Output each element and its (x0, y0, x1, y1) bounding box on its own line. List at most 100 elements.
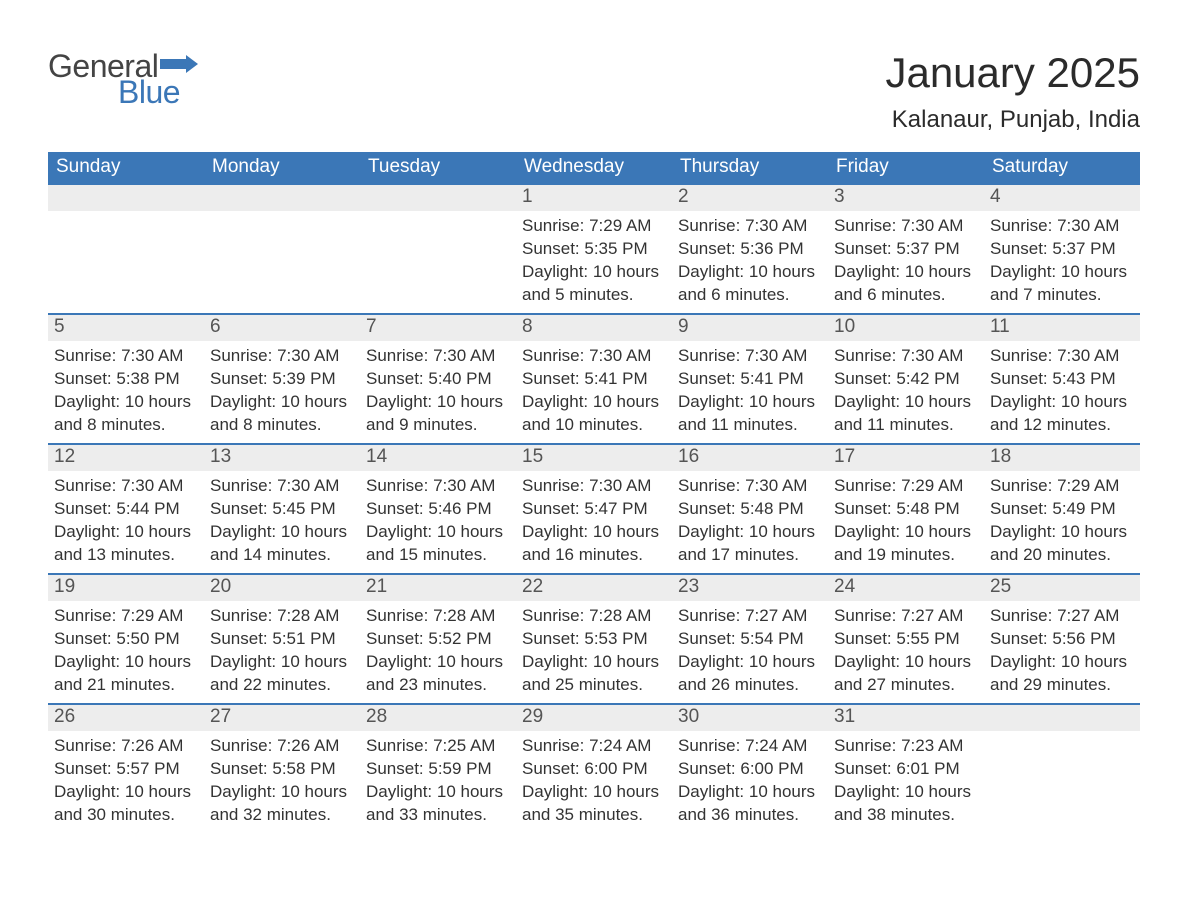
sunrise-line: Sunrise: 7:24 AM (678, 736, 807, 755)
sunrise-line: Sunrise: 7:25 AM (366, 736, 495, 755)
calendar-cell (360, 184, 516, 314)
day-details: Sunrise: 7:30 AMSunset: 5:42 PMDaylight:… (828, 341, 984, 443)
calendar-cell: 21Sunrise: 7:28 AMSunset: 5:52 PMDayligh… (360, 574, 516, 704)
day-number: 28 (360, 705, 516, 731)
sunset-line: Sunset: 6:00 PM (522, 759, 648, 778)
calendar-cell: 29Sunrise: 7:24 AMSunset: 6:00 PMDayligh… (516, 704, 672, 834)
sunset-line: Sunset: 6:00 PM (678, 759, 804, 778)
sunrise-line: Sunrise: 7:30 AM (990, 216, 1119, 235)
sunrise-line: Sunrise: 7:30 AM (834, 346, 963, 365)
daylight-line: Daylight: 10 hours and 30 minutes. (54, 782, 191, 824)
day-number: 14 (360, 445, 516, 471)
day-header: Tuesday (360, 152, 516, 184)
calendar-week-row: 26Sunrise: 7:26 AMSunset: 5:57 PMDayligh… (48, 704, 1140, 834)
day-header: Saturday (984, 152, 1140, 184)
daylight-line: Daylight: 10 hours and 23 minutes. (366, 652, 503, 694)
day-number: 9 (672, 315, 828, 341)
day-number: 29 (516, 705, 672, 731)
title-block: January 2025 Kalanaur, Punjab, India (885, 50, 1140, 134)
calendar-table: Sunday Monday Tuesday Wednesday Thursday… (48, 152, 1140, 834)
sunset-line: Sunset: 5:48 PM (834, 499, 960, 518)
day-details: Sunrise: 7:30 AMSunset: 5:45 PMDaylight:… (204, 471, 360, 573)
sunrise-line: Sunrise: 7:28 AM (366, 606, 495, 625)
sunset-line: Sunset: 5:57 PM (54, 759, 180, 778)
calendar-cell (984, 704, 1140, 834)
daylight-line: Daylight: 10 hours and 20 minutes. (990, 522, 1127, 564)
day-details: Sunrise: 7:24 AMSunset: 6:00 PMDaylight:… (516, 731, 672, 833)
calendar-cell: 9Sunrise: 7:30 AMSunset: 5:41 PMDaylight… (672, 314, 828, 444)
daylight-line: Daylight: 10 hours and 16 minutes. (522, 522, 659, 564)
day-header: Thursday (672, 152, 828, 184)
day-header: Wednesday (516, 152, 672, 184)
calendar-cell: 16Sunrise: 7:30 AMSunset: 5:48 PMDayligh… (672, 444, 828, 574)
calendar-cell: 6Sunrise: 7:30 AMSunset: 5:39 PMDaylight… (204, 314, 360, 444)
calendar-cell: 1 Sunrise: 7:29 AM Sunset: 5:35 PM Daylight… (516, 184, 672, 314)
calendar-cell: 18Sunrise: 7:29 AMSunset: 5:49 PMDayligh… (984, 444, 1140, 574)
calendar-cell: 11Sunrise: 7:30 AMSunset: 5:43 PMDayligh… (984, 314, 1140, 444)
sunset-line: Sunset: 5:38 PM (54, 369, 180, 388)
sunrise-line: Sunrise: 7:30 AM (210, 346, 339, 365)
sunset-line: Sunset: 5:51 PM (210, 629, 336, 648)
day-number: 1 (516, 185, 672, 211)
day-number (360, 185, 516, 211)
daylight-line: Daylight: 10 hours and 6 minutes. (834, 262, 971, 304)
sunrise-line: Sunrise: 7:29 AM (522, 216, 651, 235)
sunrise-line: Sunrise: 7:27 AM (678, 606, 807, 625)
daylight-line: Daylight: 10 hours and 14 minutes. (210, 522, 347, 564)
sunrise-line: Sunrise: 7:30 AM (990, 346, 1119, 365)
calendar-week-row: 1 Sunrise: 7:29 AM Sunset: 5:35 PM Daylight… (48, 184, 1140, 314)
day-details: Sunrise: 7:30 AMSunset: 5:41 PMDaylight:… (516, 341, 672, 443)
sunrise-line: Sunrise: 7:30 AM (678, 216, 807, 235)
calendar-cell: 3 Sunrise: 7:30 AM Sunset: 5:37 PM Daylight… (828, 184, 984, 314)
day-number: 30 (672, 705, 828, 731)
day-number: 23 (672, 575, 828, 601)
sunrise-line: Sunrise: 7:30 AM (834, 216, 963, 235)
day-number: 10 (828, 315, 984, 341)
page-header: General Blue January 2025 Kalanaur, Punj… (48, 50, 1140, 134)
day-number (204, 185, 360, 211)
day-details: Sunrise: 7:25 AMSunset: 5:59 PMDaylight:… (360, 731, 516, 833)
sunrise-line: Sunrise: 7:30 AM (54, 476, 183, 495)
calendar-cell: 26Sunrise: 7:26 AMSunset: 5:57 PMDayligh… (48, 704, 204, 834)
daylight-line: Daylight: 10 hours and 5 minutes. (522, 262, 659, 304)
sunset-line: Sunset: 5:37 PM (834, 239, 960, 258)
sunrise-line: Sunrise: 7:27 AM (834, 606, 963, 625)
day-number: 2 (672, 185, 828, 211)
sunset-line: Sunset: 5:41 PM (678, 369, 804, 388)
day-details: Sunrise: 7:28 AMSunset: 5:53 PMDaylight:… (516, 601, 672, 703)
day-number (48, 185, 204, 211)
sunrise-line: Sunrise: 7:26 AM (210, 736, 339, 755)
sunrise-line: Sunrise: 7:26 AM (54, 736, 183, 755)
brand-word2: Blue (118, 76, 198, 108)
calendar-cell: 5Sunrise: 7:30 AMSunset: 5:38 PMDaylight… (48, 314, 204, 444)
day-number: 13 (204, 445, 360, 471)
day-details: Sunrise: 7:29 AMSunset: 5:48 PMDaylight:… (828, 471, 984, 573)
day-number: 16 (672, 445, 828, 471)
calendar-cell: 23Sunrise: 7:27 AMSunset: 5:54 PMDayligh… (672, 574, 828, 704)
calendar-cell: 22Sunrise: 7:28 AMSunset: 5:53 PMDayligh… (516, 574, 672, 704)
daylight-line: Daylight: 10 hours and 13 minutes. (54, 522, 191, 564)
sunset-line: Sunset: 5:45 PM (210, 499, 336, 518)
calendar-cell: 20Sunrise: 7:28 AMSunset: 5:51 PMDayligh… (204, 574, 360, 704)
daylight-line: Daylight: 10 hours and 15 minutes. (366, 522, 503, 564)
day-details: Sunrise: 7:27 AMSunset: 5:56 PMDaylight:… (984, 601, 1140, 703)
day-header: Friday (828, 152, 984, 184)
brand-logo: General Blue (48, 50, 198, 108)
calendar-cell: 7Sunrise: 7:30 AMSunset: 5:40 PMDaylight… (360, 314, 516, 444)
day-number: 19 (48, 575, 204, 601)
day-number: 3 (828, 185, 984, 211)
sunrise-line: Sunrise: 7:29 AM (834, 476, 963, 495)
day-details: Sunrise: 7:28 AMSunset: 5:51 PMDaylight:… (204, 601, 360, 703)
day-details: Sunrise: 7:26 AM Sunset: 5:57 PM Daylight:… (48, 731, 204, 833)
sunset-line: Sunset: 5:41 PM (522, 369, 648, 388)
sunrise-line: Sunrise: 7:23 AM (834, 736, 963, 755)
calendar-page: General Blue January 2025 Kalanaur, Punj… (0, 0, 1188, 874)
sunrise-line: Sunrise: 7:28 AM (522, 606, 651, 625)
day-details: Sunrise: 7:29 AM Sunset: 5:35 PM Daylight:… (516, 211, 672, 313)
calendar-cell: 12Sunrise: 7:30 AMSunset: 5:44 PMDayligh… (48, 444, 204, 574)
day-number: 31 (828, 705, 984, 731)
day-number: 8 (516, 315, 672, 341)
sunset-line: Sunset: 5:35 PM (522, 239, 648, 258)
sunset-line: Sunset: 5:39 PM (210, 369, 336, 388)
sunset-line: Sunset: 6:01 PM (834, 759, 960, 778)
